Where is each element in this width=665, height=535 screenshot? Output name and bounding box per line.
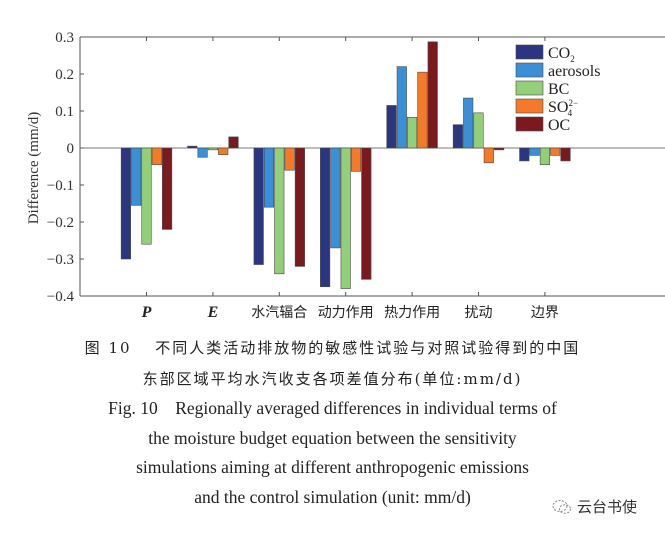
bar-oc [162,147,173,230]
y-tick-label: 0.3 [55,30,74,46]
bar-co2 [320,147,331,288]
bar-co2 [519,147,530,162]
bar-aerosols [197,147,208,158]
bar-co2 [386,105,397,149]
y-tick-label: 0 [67,141,75,157]
bar-bc [141,147,152,245]
caption-zh-line-1: 图 10 不同人类活动排放物的敏感性试验与对照试验得到的中国 [84,339,581,357]
watermark-text: 云台书使 [577,498,638,516]
x-axis: P E 水汽辐合 动力作用 热力作用 扰动 边界 [141,37,559,321]
bar-aerosols [131,147,142,206]
x-tick-label: E [207,304,219,321]
bar-aerosols [463,97,474,149]
bar-oc [494,147,505,151]
x-tick-label: 热力作用 [384,305,440,321]
y-tick-label: −0.4 [47,289,75,305]
bar-chart: 0.3 0.2 0.1 0 −0.1 −0.2 −0.3 −0.4 P E 水汽辐合 动力作用 热力作… [26,30,665,321]
legend-swatch [515,62,544,78]
legend-swatch [515,44,544,60]
legend-label: CO2 [548,45,575,64]
bar-aerosols [330,147,341,249]
bar-co2 [120,147,131,260]
legend-swatch [515,98,544,114]
bar-oc [427,41,438,149]
x-tick-label: 边界 [531,305,559,321]
x-tick-label: P [141,304,152,321]
bar-so4-2- [350,147,362,172]
bar-so4-2- [550,147,561,156]
bar-oc [294,147,305,267]
caption-zh-line-2: 东部区域平均水汽收支各项差值分布(单位:mm/d) [142,370,523,388]
legend-swatch [515,116,544,132]
bar-aerosols [396,66,407,149]
wechat-icon [552,499,571,514]
bar-so4-2- [284,147,295,171]
bar-bc [407,116,418,149]
bar-aerosols [263,147,275,208]
bar-so4-2- [417,71,428,149]
y-tick-label: 0.1 [55,104,74,120]
y-tick-label: 0.2 [55,67,74,83]
legend-label: SO2− 4 [548,98,578,118]
caption-en-line-1: Fig. 10 Regionally averaged differences … [108,398,557,418]
legend-label: BC [548,81,569,98]
legend-swatch [515,80,544,96]
y-axis: 0.3 0.2 0.1 0 −0.1 −0.2 −0.3 −0.4 [47,30,84,305]
caption-en-line-4: and the control simulation (unit: mm/d) [194,487,471,507]
bar-so4-2- [151,147,162,165]
x-tick-label: 扰动 [465,305,493,321]
x-tick-label: 水汽辐合 [251,305,307,321]
y-tick-label: −0.2 [47,215,74,231]
bar-oc [560,147,571,162]
y-tick-label: −0.3 [47,252,74,268]
x-tick-label: 动力作用 [318,305,374,321]
bar-co2 [187,145,198,149]
legend-label: aerosols [548,63,600,80]
caption-en-line-2: the moisture budget equation between the… [148,428,517,448]
bar-co2 [452,124,463,149]
bar-bc [473,112,484,149]
legend-label: OC [548,117,570,134]
bar-so4-2- [218,147,229,155]
bar-bc [340,147,351,289]
bar-bc [539,147,550,165]
bar-oc [228,136,239,149]
y-tick-label: −0.1 [47,178,74,194]
y-axis-label: Difference (mm/d) [26,112,42,225]
bar-bc [207,147,218,151]
bars-group [120,41,571,289]
bar-bc [274,147,285,275]
watermark: 云台书使 [552,496,637,517]
bar-co2 [253,147,264,265]
bar-oc [361,147,372,280]
bar-so4-2- [483,147,494,164]
caption-en-line-3: simulations aiming at different anthropo… [136,457,529,477]
bar-aerosols [529,147,540,156]
